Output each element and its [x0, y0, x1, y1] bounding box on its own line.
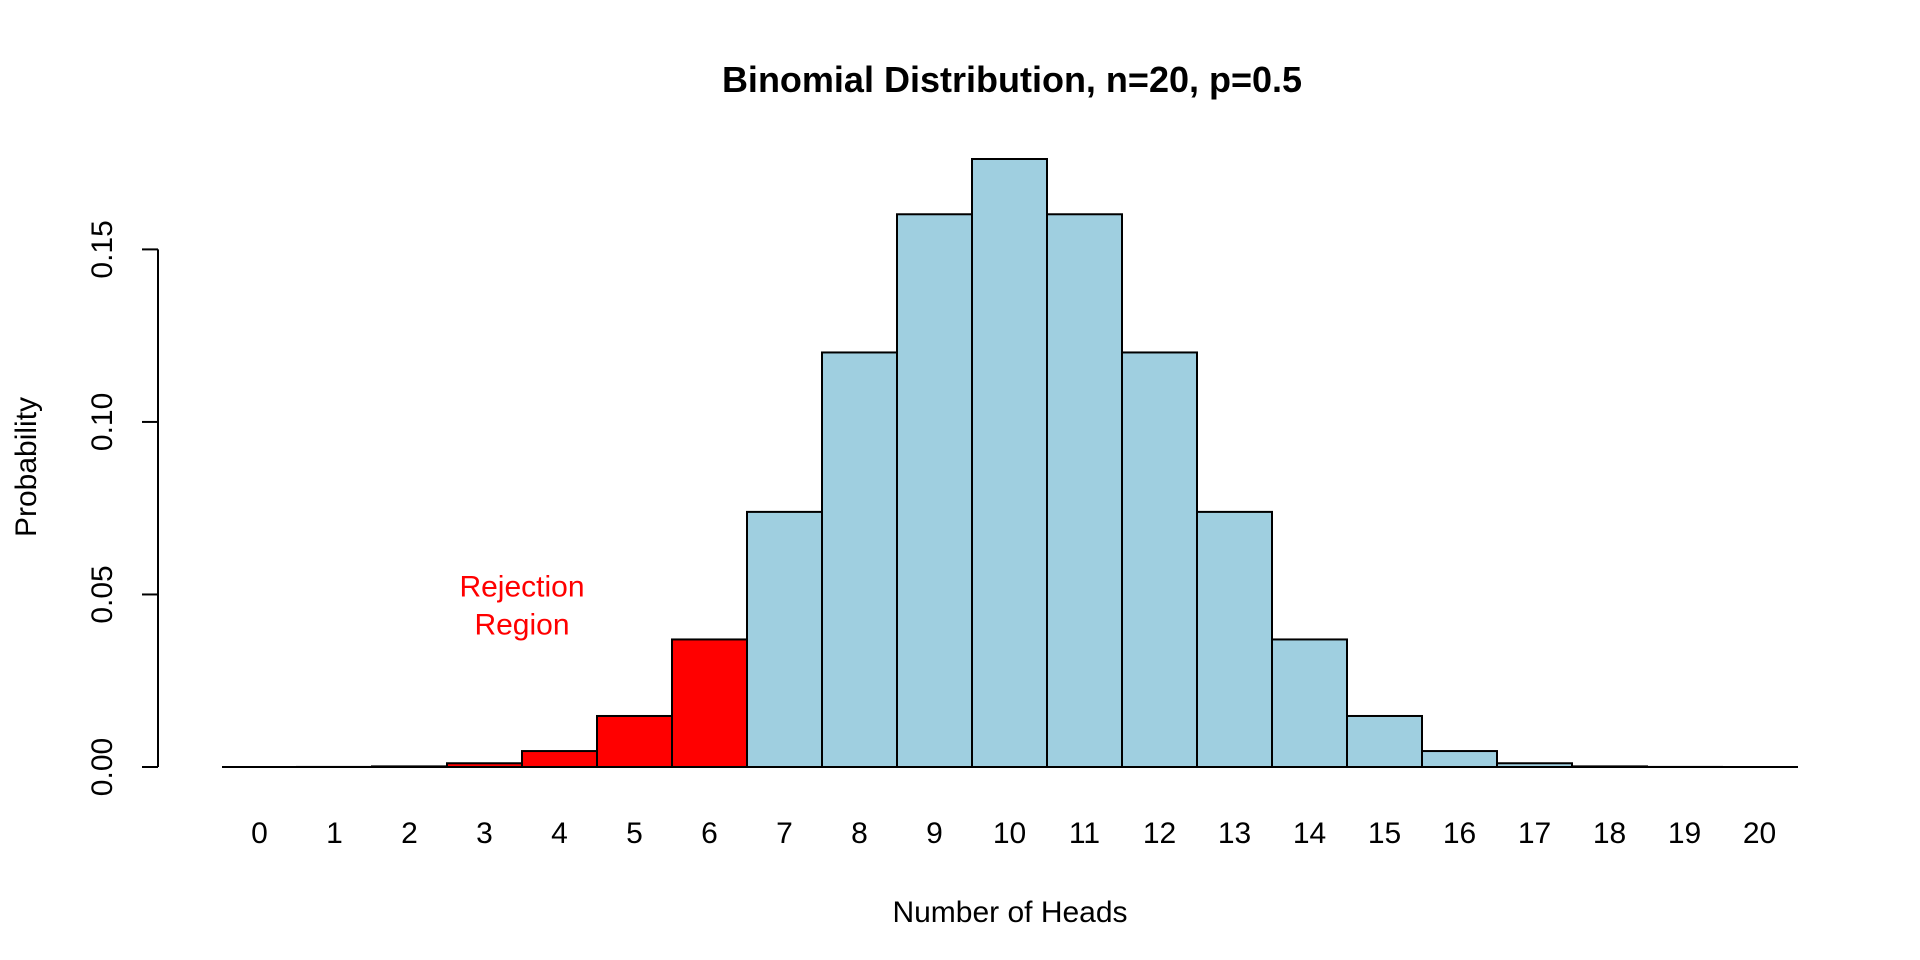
x-axis-label: Number of Heads	[892, 896, 1127, 929]
bar-9	[896, 213, 973, 768]
x-tick-label-0: 0	[251, 817, 268, 850]
x-tick-label-6: 6	[701, 817, 718, 850]
y-tick-label-0.05: 0.05	[86, 565, 119, 623]
x-tick-label-2: 2	[401, 817, 418, 850]
x-tick-label-19: 19	[1668, 817, 1701, 850]
bar-6	[671, 638, 748, 769]
x-tick-label-10: 10	[993, 817, 1026, 850]
x-tick-label-7: 7	[776, 817, 793, 850]
x-tick-label-15: 15	[1368, 817, 1401, 850]
bar-15	[1346, 714, 1423, 768]
annotation-rejection-line2: Region	[474, 608, 569, 641]
y-tick-label-0.15: 0.15	[86, 220, 119, 278]
bar-11	[1046, 213, 1123, 768]
x-tick-label-20: 20	[1743, 817, 1776, 850]
x-axis-tick-labels: 0 1 2 3 4 5 6 7 8 9 10 11 12 13 14 15 16 17 18 19 20	[251, 817, 1776, 850]
x-tick-label-16: 16	[1443, 817, 1476, 850]
bar-13	[1196, 510, 1273, 769]
x-tick-label-9: 9	[926, 817, 943, 850]
y-tick-label-0.00: 0.00	[86, 738, 119, 796]
bar-8	[821, 351, 898, 768]
y-axis: 0.00 0.05 0.10 0.15	[86, 220, 159, 796]
x-tick-label-1: 1	[326, 817, 343, 850]
x-tick-label-4: 4	[551, 817, 568, 850]
x-tick-label-3: 3	[476, 817, 493, 850]
annotation-rejection-line1: Rejection	[459, 570, 584, 603]
bar-10	[971, 158, 1048, 768]
x-tick-label-11: 11	[1069, 817, 1100, 850]
bar-12	[1121, 351, 1198, 768]
y-tick-label-0.10: 0.10	[86, 393, 119, 451]
x-tick-label-17: 17	[1518, 817, 1551, 850]
x-tick-label-13: 13	[1218, 817, 1251, 850]
bar-16	[1421, 750, 1498, 768]
bar-5	[596, 714, 673, 768]
x-tick-label-8: 8	[851, 817, 868, 850]
x-tick-label-18: 18	[1593, 817, 1626, 850]
x-tick-label-5: 5	[626, 817, 643, 850]
x-tick-label-12: 12	[1143, 817, 1176, 850]
bar-4	[521, 750, 598, 768]
chart-title: Binomial Distribution, n=20, p=0.5	[722, 59, 1302, 100]
x-tick-label-14: 14	[1293, 817, 1326, 850]
bars-group	[296, 158, 1723, 769]
bar-7	[746, 510, 823, 769]
y-axis-label: Probability	[10, 397, 43, 537]
bar-14	[1271, 638, 1348, 769]
